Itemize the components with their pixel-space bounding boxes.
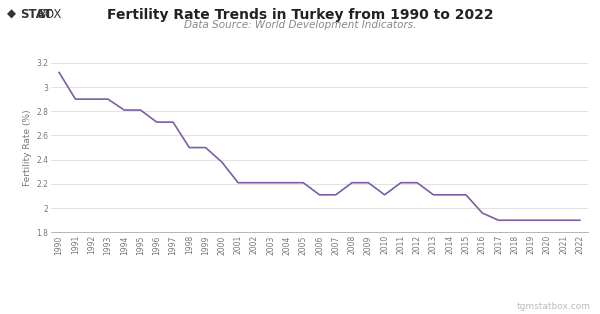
Text: tgmstatbox.com: tgmstatbox.com — [517, 302, 591, 311]
Text: Data Source: World Development Indicators.: Data Source: World Development Indicator… — [184, 20, 416, 30]
Text: Fertility Rate Trends in Turkey from 1990 to 2022: Fertility Rate Trends in Turkey from 199… — [107, 8, 493, 22]
Y-axis label: Fertility Rate (%): Fertility Rate (%) — [23, 109, 32, 186]
Text: ◆: ◆ — [7, 8, 16, 21]
Text: STAT: STAT — [20, 8, 52, 21]
Text: BOX: BOX — [38, 8, 62, 21]
